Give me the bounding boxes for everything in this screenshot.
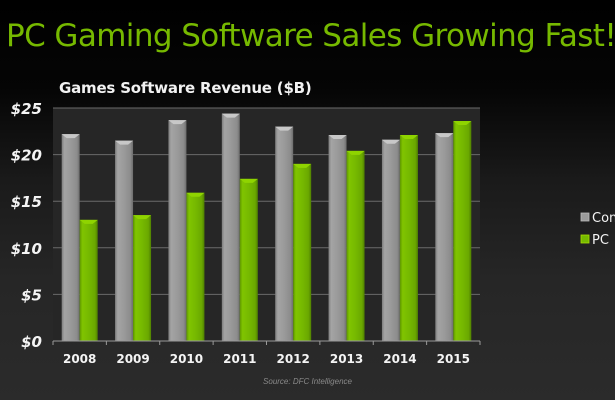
bar-body: [61, 134, 80, 341]
legend-label-pc: PC: [592, 233, 609, 248]
bar-cap: [346, 150, 365, 155]
bar-body: [328, 135, 347, 341]
bar-body: [293, 163, 312, 341]
legend-label-con: Con: [592, 211, 615, 226]
bar-cap: [435, 133, 454, 138]
bar-pc-2008: [79, 219, 98, 341]
bar-body: [221, 113, 240, 341]
y-tick-label: $10: [11, 240, 42, 258]
bar-pc-2014: [399, 135, 418, 341]
bar-cap: [381, 139, 400, 144]
y-tick-label: $20: [11, 147, 42, 165]
bar-con-2014: [381, 139, 400, 341]
source-note: Source: DFC Intelligence: [263, 377, 352, 386]
bar-con-2011: [221, 113, 240, 341]
bar-cap: [275, 126, 294, 131]
bar-pc-2015: [453, 121, 472, 341]
bar-body: [399, 135, 418, 341]
bar-con-2012: [275, 126, 294, 341]
bar-body: [435, 133, 454, 341]
bar-con-2008: [61, 134, 80, 341]
x-tick-label: 2012: [276, 352, 309, 366]
bar-pc-2012: [293, 163, 312, 341]
bar-body: [346, 150, 365, 341]
y-tick-label: $25: [11, 100, 42, 118]
bar-body: [453, 121, 472, 341]
bar-body: [168, 120, 187, 341]
x-tick-label: 2008: [63, 352, 96, 366]
bar-con-2010: [168, 120, 187, 341]
y-tick-label: $5: [21, 286, 42, 304]
bar-cap: [61, 134, 80, 139]
bar-body: [275, 126, 294, 341]
bar-pc-2013: [346, 150, 365, 341]
bar-cap: [399, 135, 418, 140]
bar-con-2015: [435, 133, 454, 341]
bar-cap: [79, 219, 98, 224]
x-tick-label: 2009: [116, 352, 149, 366]
bar-cap: [115, 140, 134, 145]
bar-body: [381, 139, 400, 341]
bar-con-2009: [115, 140, 134, 341]
x-tick-label: 2011: [223, 352, 256, 366]
bar-pc-2011: [239, 178, 258, 341]
bar-body: [133, 215, 152, 341]
y-tick-label: $15: [11, 193, 42, 211]
bar-body: [79, 219, 98, 341]
x-tick-label: 2013: [330, 352, 363, 366]
legend-swatch-pc: [580, 234, 590, 244]
legend-swatch-con: [580, 212, 590, 222]
bar-body: [239, 178, 258, 341]
y-tick-label: $0: [21, 333, 42, 351]
bar-pc-2010: [186, 192, 205, 341]
x-tick-label: 2014: [383, 352, 416, 366]
bar-body: [186, 192, 205, 341]
bar-pc-2009: [133, 215, 152, 341]
bar-cap: [221, 113, 240, 118]
bar-cap: [186, 192, 205, 197]
bar-cap: [328, 135, 347, 140]
bar-con-2013: [328, 135, 347, 341]
bar-cap: [239, 178, 258, 183]
chart-title: Games Software Revenue ($B): [59, 79, 312, 97]
bar-cap: [133, 215, 152, 220]
bar-cap: [293, 163, 312, 168]
bar-body: [115, 140, 134, 341]
x-tick-label: 2015: [437, 352, 470, 366]
bar-cap: [453, 121, 472, 126]
x-tick-label: 2010: [170, 352, 203, 366]
bar-cap: [168, 120, 187, 125]
slide-title: PC Gaming Software Sales Growing Fast!: [6, 18, 615, 54]
